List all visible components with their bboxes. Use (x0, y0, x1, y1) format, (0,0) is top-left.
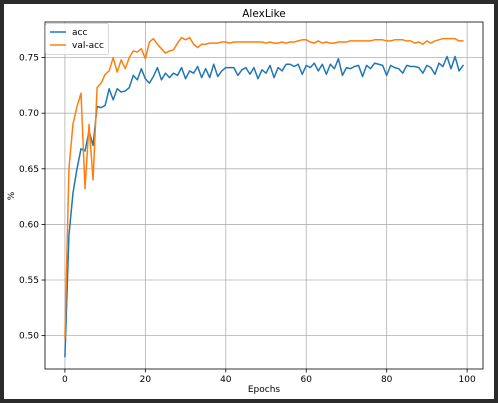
series-lines (64, 36, 464, 358)
legend-label-val-acc: val-acc (72, 41, 104, 51)
y-tick-label: 0.55 (19, 276, 39, 286)
chart-title: AlexLike (242, 8, 286, 20)
y-tick-label: 0.60 (19, 220, 39, 230)
x-tick-label: 0 (62, 375, 68, 385)
y-tick-label: 0.50 (19, 332, 39, 342)
ticks: 0 20 40 60 80 100 0.50 0.55 0.60 0.65 0.70 0.75 (19, 54, 476, 385)
x-tick-label: 20 (140, 375, 152, 385)
y-axis-label: % (7, 191, 17, 200)
y-tick-label: 0.70 (19, 109, 39, 119)
y-tick-label: 0.65 (19, 165, 39, 175)
series-line-acc (64, 55, 464, 358)
grid (45, 22, 483, 369)
x-tick-label: 60 (301, 375, 313, 385)
y-tick-label: 0.75 (19, 54, 39, 64)
series-line-val-acc (64, 36, 464, 339)
plot-area-border (44, 21, 484, 370)
x-tick-label: 40 (220, 375, 232, 385)
x-axis-label: Epochs (248, 385, 281, 395)
x-tick-label: 100 (459, 375, 476, 385)
legend-label-acc: acc (72, 28, 87, 38)
legend: acc val-acc (45, 23, 109, 55)
x-tick-label: 80 (381, 375, 393, 385)
